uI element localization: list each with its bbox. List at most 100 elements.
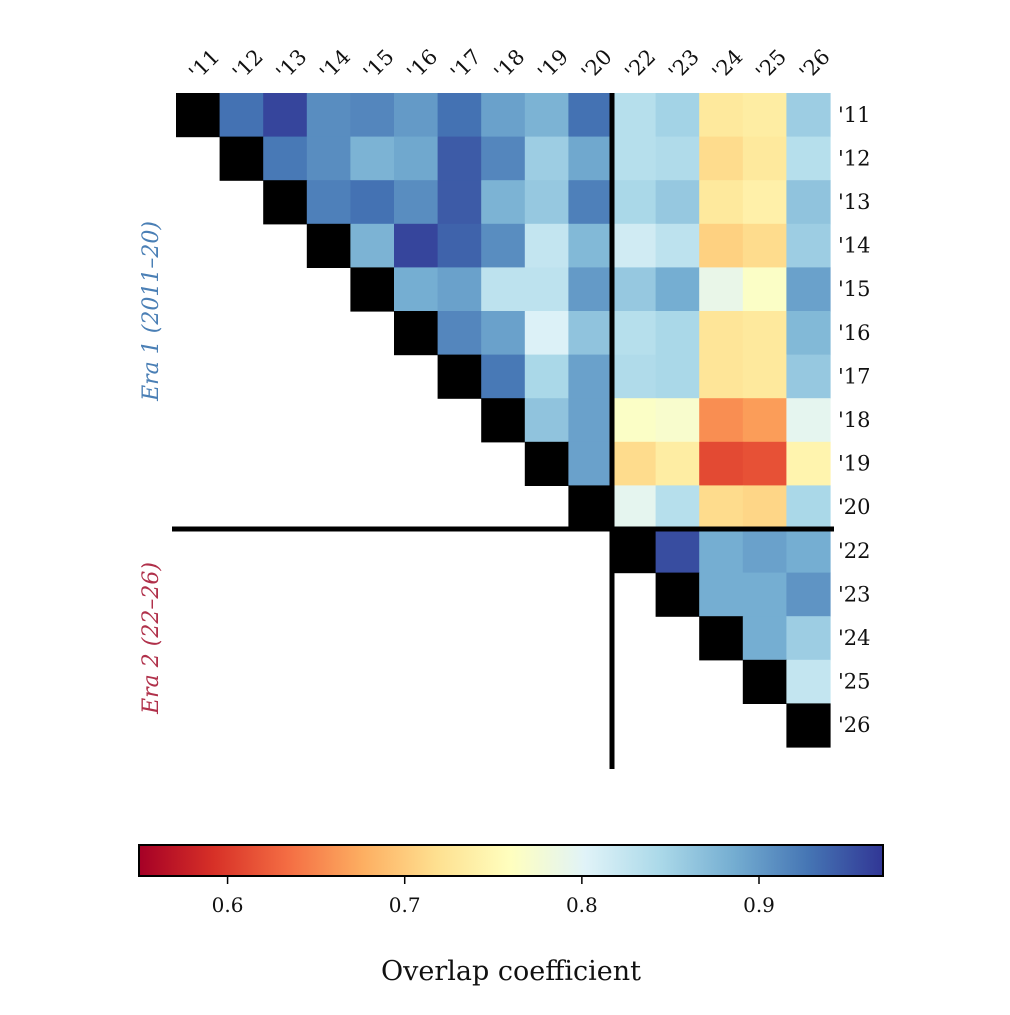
heatmap-cell (481, 93, 526, 138)
heatmap-cell (655, 529, 700, 574)
colorbar-tick-label: 0.7 (389, 893, 421, 917)
heatmap-cell (742, 267, 787, 312)
era1-label: Era 1 (2011–20) (139, 221, 164, 402)
heatmap-cell (350, 136, 395, 181)
y-tick-label: '26 (838, 713, 871, 737)
heatmap-cell (655, 267, 700, 312)
heatmap-cell (655, 398, 700, 443)
heatmap-cell (306, 136, 351, 181)
diagonal-cell (176, 93, 221, 138)
heatmap-cell (655, 136, 700, 181)
x-tick-labels: '11'12'13'14'15'16'17'18'19'20'22'23'24 '… (184, 45, 834, 85)
x-tick-label: '13 (272, 45, 312, 85)
heatmap-cell (612, 136, 657, 181)
heatmap-cell (655, 441, 700, 486)
x-tick-label: '11 (184, 45, 224, 85)
x-tick-label: '22 (620, 45, 660, 85)
heatmap-cell (524, 223, 569, 268)
heatmap-cell (742, 93, 787, 138)
heatmap-cell (612, 354, 657, 399)
y-tick-label: '15 (838, 277, 871, 301)
heatmap-cell (437, 180, 482, 225)
heatmap-cell (699, 311, 744, 356)
heatmap-cell (786, 441, 831, 486)
heatmap-cell (481, 136, 526, 181)
heatmap-cell (699, 223, 744, 268)
diagonal-cell (263, 180, 308, 225)
diagonal-cell (437, 354, 482, 399)
heatmap-cell (612, 398, 657, 443)
heatmap-cell (437, 223, 482, 268)
heatmap-cell (306, 93, 351, 138)
diagonal-cell (350, 267, 395, 312)
heatmap-cell (568, 398, 613, 443)
y-tick-label: '11 (838, 103, 871, 127)
x-tick-label: '26 (795, 45, 835, 85)
heatmap-cell (786, 659, 831, 704)
y-tick-label: '13 (838, 190, 871, 214)
heatmap-cell (437, 267, 482, 312)
heatmap-cell (786, 572, 831, 617)
heatmap-cell (742, 223, 787, 268)
heatmap-cell (568, 93, 613, 138)
heatmap-cell (437, 311, 482, 356)
heatmap-cell (568, 311, 613, 356)
heatmap-cell (742, 398, 787, 443)
y-tick-label: '17 (838, 364, 871, 388)
era-labels: Era 1 (2011–20) Era 2 (22–26) (139, 221, 164, 715)
heatmap-cell (524, 311, 569, 356)
colorbar-tick-label: 0.6 (212, 893, 244, 917)
heatmap-cell (742, 136, 787, 181)
heatmap-cell (612, 223, 657, 268)
colorbar: 0.6 0.7 0.8 0.9 Overlap coefficient (138, 844, 884, 987)
heatmap-cell (350, 93, 395, 138)
colorbar-tick-label: 0.9 (743, 893, 775, 917)
heatmap-cell (394, 223, 439, 268)
heatmap-cell (655, 311, 700, 356)
colorbar-label: Overlap coefficient (381, 956, 641, 987)
heatmap-cell (263, 93, 308, 138)
heatmap-cell (524, 267, 569, 312)
heatmap-cell (655, 180, 700, 225)
x-tick-label: '14 (315, 45, 355, 85)
heatmap-cell (306, 180, 351, 225)
heatmap-cell (568, 180, 613, 225)
heatmap-cell (568, 354, 613, 399)
colorbar-tick-label: 0.8 (566, 893, 598, 917)
heatmap-cell (437, 93, 482, 138)
heatmap-cell (524, 398, 569, 443)
heatmap-cell (742, 572, 787, 617)
y-tick-label: '24 (838, 626, 871, 650)
heatmap-cell (742, 180, 787, 225)
diagonal-cell (306, 223, 351, 268)
heatmap-cell (612, 180, 657, 225)
heatmap-cell (742, 529, 787, 574)
heatmap-cell (786, 223, 831, 268)
y-tick-label: '19 (838, 452, 871, 476)
heatmap-cell (699, 180, 744, 225)
era2-label: Era 2 (22–26) (139, 562, 164, 715)
diagonal-cell (655, 572, 700, 617)
heatmap-cell (655, 93, 700, 138)
heatmap-cell (742, 441, 787, 486)
x-tick-label: '23 (664, 45, 704, 85)
heatmap-cell (481, 267, 526, 312)
heatmap-cell (263, 136, 308, 181)
x-tick-label: '18 (490, 45, 530, 85)
x-tick-label: '12 (228, 45, 268, 85)
heatmap-cell (481, 223, 526, 268)
heatmap-cell (699, 529, 744, 574)
x-tick-label: '15 (359, 45, 399, 85)
heatmap-cell (786, 180, 831, 225)
x-tick-label: '19 (533, 45, 573, 85)
heatmap-cell (786, 616, 831, 661)
heatmap-cell (786, 398, 831, 443)
y-tick-label: '20 (838, 495, 871, 519)
heatmap-cell (786, 311, 831, 356)
heatmap-cell (568, 441, 613, 486)
heatmap-cell (655, 485, 700, 530)
heatmap-cells (176, 93, 831, 748)
heatmap-cell (394, 267, 439, 312)
